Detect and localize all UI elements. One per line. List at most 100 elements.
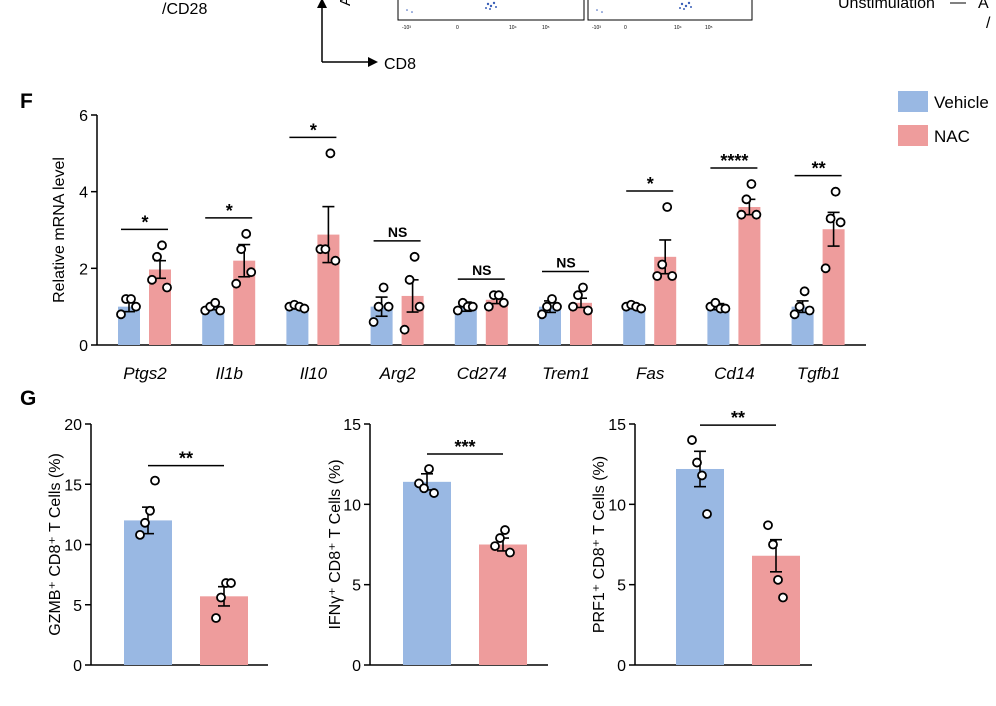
y-tick-label: 0 <box>73 658 82 675</box>
flow-plot-2-dots <box>596 1 692 13</box>
y-tick-label: 15 <box>608 417 626 434</box>
prf1-bar-chart: 0 5 10 15 PRF1⁺ CD8⁺ T Cells (%) ** <box>591 408 812 675</box>
vehicle-point <box>373 301 384 312</box>
x-tick-label: Il1b <box>215 364 242 383</box>
ifng-bar-chart: 0 5 10 15 IFNγ⁺ CD8⁺ T Cells (%) *** <box>327 417 548 675</box>
panel-label-f: F <box>20 90 33 113</box>
nac-point <box>147 274 157 285</box>
nac-point <box>773 574 783 585</box>
vehicle-point <box>215 305 226 316</box>
nac-point <box>578 282 588 293</box>
nac-point <box>652 271 663 281</box>
significance-label: **** <box>720 151 748 171</box>
flow-tick-labels: -10³ 0 10⁴ 10⁵ -10³ 0 10⁴ 10⁵ <box>402 25 713 31</box>
y-tick-label: 10 <box>64 538 82 555</box>
nac-point <box>211 613 221 623</box>
nac-point <box>330 255 341 266</box>
nac-point <box>414 301 425 312</box>
x-tick-label: Arg2 <box>379 364 416 383</box>
vehicle-point <box>692 457 702 468</box>
y-tick-label: 10 <box>608 497 626 514</box>
nac-point <box>493 290 504 301</box>
x-tick-label: Trem1 <box>542 364 590 383</box>
legend-label-vehicle: Vehicle <box>934 93 989 112</box>
flow-y-arrowhead <box>317 0 327 8</box>
vehicle-point <box>368 317 379 327</box>
vehicle-point <box>794 301 805 312</box>
top-y-axis-fragment: A <box>337 0 354 6</box>
nac-point <box>746 179 757 189</box>
y-tick-label: 10 <box>343 497 361 514</box>
y-axis-label: PRF1⁺ CD8⁺ T Cells (%) <box>591 456 608 633</box>
flow-tick-label: -10³ <box>592 25 601 31</box>
vehicle-point <box>804 305 815 316</box>
vehicle-point <box>697 470 707 481</box>
vehicle-point <box>378 282 389 293</box>
y-axis-label: IFNγ⁺ CD8⁺ T Cells (%) <box>327 459 344 629</box>
y-tick-label: 0 <box>352 658 361 675</box>
nac-point <box>667 271 678 281</box>
y-tick-label: 5 <box>73 598 82 615</box>
vehicle-point <box>547 294 557 304</box>
nac-point <box>568 301 578 312</box>
vehicle-point <box>140 517 150 528</box>
significance-label: NS <box>556 255 575 271</box>
nac-point <box>741 194 752 205</box>
nac-point <box>483 301 494 312</box>
vehicle-point <box>789 309 800 320</box>
vehicle-bar <box>454 306 477 345</box>
nac-point <box>226 578 236 588</box>
nac-point <box>820 263 831 274</box>
nac-point <box>763 520 773 531</box>
vehicle-bar <box>707 306 730 345</box>
top-fragment: /CD28 A CD8 -10³ 0 10⁴ 10⁵ -10³ 0 10⁴ 10… <box>162 0 991 73</box>
nac-point <box>241 228 252 239</box>
significance-label: * <box>226 201 233 221</box>
panel-label-g: G <box>20 387 36 410</box>
y-tick-label: 6 <box>79 108 88 125</box>
x-tick-label: Fas <box>636 364 665 383</box>
y-tick-label: 5 <box>352 578 361 595</box>
legend: Vehicle NAC <box>898 91 989 146</box>
flow-plot-2-frame <box>587 0 753 21</box>
x-tick-label: Cd274 <box>457 364 507 383</box>
vehicle-point <box>116 309 126 320</box>
vehicle-bar <box>286 306 309 345</box>
x-tick-label: Ptgs2 <box>123 364 167 383</box>
vehicle-bar <box>202 306 225 345</box>
nac-bar <box>738 207 761 345</box>
top-right-text-2: A <box>978 0 989 12</box>
nac-point <box>399 324 410 335</box>
nac-point <box>490 541 500 552</box>
significance-label: NS <box>388 224 407 240</box>
nac-point <box>751 209 762 220</box>
vehicle-point <box>702 509 712 519</box>
nac-point <box>231 278 242 289</box>
y-tick-label: 0 <box>617 658 626 675</box>
significance-label: *** <box>454 437 475 457</box>
vehicle-point <box>299 303 310 314</box>
nac-point <box>216 592 226 603</box>
significance-label: ** <box>179 449 193 469</box>
significance-label: ** <box>812 159 826 179</box>
vehicle-point <box>537 309 547 320</box>
nac-bar <box>752 555 800 665</box>
nac-point <box>573 290 583 301</box>
legend-swatch-nac <box>898 125 928 146</box>
vehicle-point <box>799 286 810 297</box>
nac-point <box>152 251 162 262</box>
significance-label: * <box>141 212 148 232</box>
vehicle-point <box>210 297 221 308</box>
significance-label: * <box>310 120 317 140</box>
vehicle-bar <box>623 306 646 345</box>
nac-point <box>830 186 841 197</box>
nac-point <box>409 251 420 262</box>
vehicle-bar <box>403 481 451 665</box>
significance-label: ** <box>731 408 745 428</box>
x-tick-label: Tgfb1 <box>797 364 840 383</box>
vehicle-point <box>542 301 552 312</box>
flow-tick-label: 10⁵ <box>542 25 550 31</box>
significance-label: * <box>647 174 654 194</box>
nac-bar <box>485 299 508 345</box>
y-tick-label: 15 <box>64 477 82 494</box>
